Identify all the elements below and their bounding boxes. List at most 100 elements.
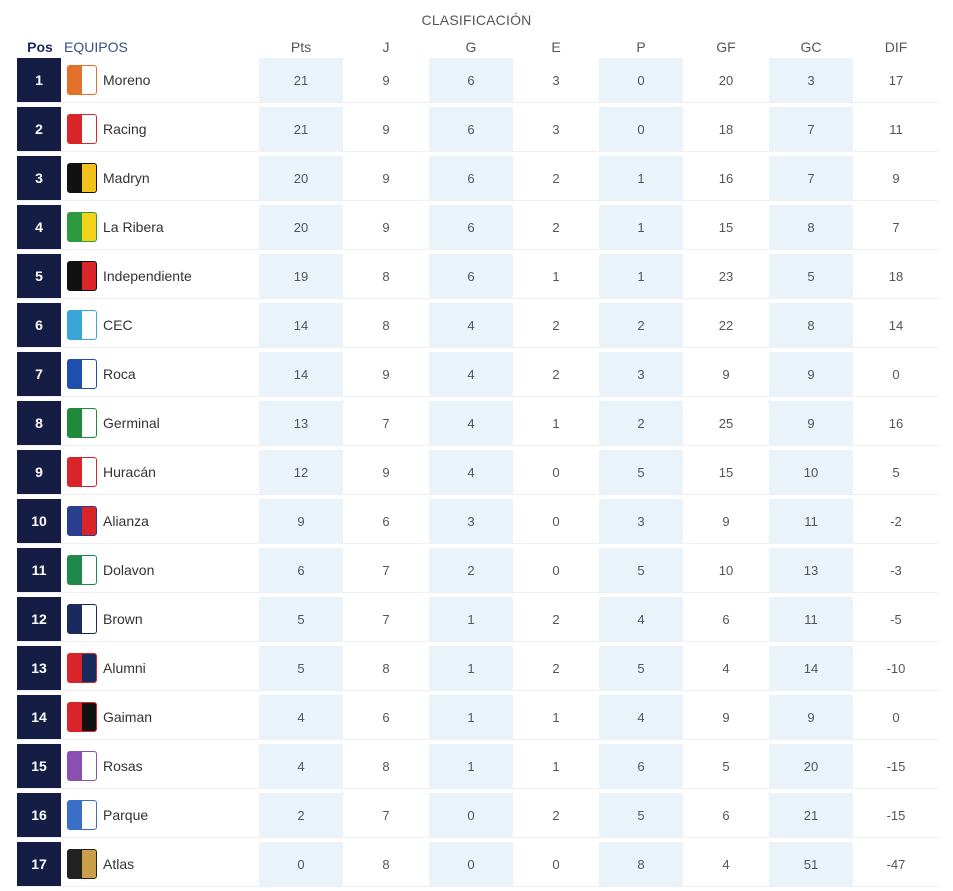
independiente-crest-icon	[67, 261, 97, 291]
dif-cell: 7	[892, 219, 900, 235]
table-row[interactable]: 2 Racing 21 9 6 3 0 18 7 11	[17, 107, 939, 152]
header-dif[interactable]: DIF	[884, 39, 908, 55]
team-name[interactable]: Huracán	[103, 464, 156, 480]
team-name[interactable]: Roca	[103, 366, 136, 382]
table-row[interactable]: 11 Dolavon 6 7 2 0 5 10 13 -3	[17, 548, 939, 593]
team-cell[interactable]: CEC	[67, 303, 257, 347]
table-row[interactable]: 3 Madryn 20 9 6 2 1 16 7 9	[17, 156, 939, 201]
table-row[interactable]: 12 Brown 5 7 1 2 4 6 11 -5	[17, 597, 939, 642]
position-cell: 16	[17, 793, 61, 837]
p-cell: 5	[599, 793, 683, 837]
dolavon-crest-icon	[67, 555, 97, 585]
header-j[interactable]: J	[382, 39, 390, 55]
e-cell: 0	[552, 513, 560, 529]
p-cell: 3	[599, 352, 683, 396]
team-name[interactable]: Madryn	[103, 170, 150, 186]
gf-cell: 15	[718, 464, 734, 480]
gc-cell: 3	[769, 58, 853, 102]
team-cell[interactable]: La Ribera	[67, 205, 257, 249]
table-row[interactable]: 7 Roca 14 9 4 2 3 9 9 0	[17, 352, 939, 397]
header-pos[interactable]: Pos	[27, 39, 53, 55]
gf-cell: 25	[718, 415, 734, 431]
table-row[interactable]: 8 Germinal 13 7 4 1 2 25 9 16	[17, 401, 939, 446]
position-cell: 7	[17, 352, 61, 396]
table-row[interactable]: 14 Gaiman 4 6 1 1 4 9 9 0	[17, 695, 939, 740]
gf-cell: 15	[718, 219, 734, 235]
table-row[interactable]: 10 Alianza 9 6 3 0 3 9 11 -2	[17, 499, 939, 544]
position-cell: 10	[17, 499, 61, 543]
header-pts[interactable]: Pts	[290, 39, 312, 55]
e-cell: 2	[552, 366, 560, 382]
pts-cell: 4	[259, 695, 343, 739]
header-gc[interactable]: GC	[800, 39, 822, 55]
p-cell: 1	[599, 156, 683, 200]
team-cell[interactable]: Roca	[67, 352, 257, 396]
dif-cell: 0	[892, 366, 900, 382]
gc-cell: 9	[769, 352, 853, 396]
team-cell[interactable]: Brown	[67, 597, 257, 641]
team-cell[interactable]: Gaiman	[67, 695, 257, 739]
brown-crest-icon	[67, 604, 97, 634]
e-cell: 2	[552, 807, 560, 823]
team-cell[interactable]: Moreno	[67, 58, 257, 102]
team-name[interactable]: Parque	[103, 807, 149, 823]
team-cell[interactable]: Dolavon	[67, 548, 257, 592]
p-cell: 3	[599, 499, 683, 543]
germinal-crest-icon	[67, 408, 97, 438]
j-cell: 8	[382, 758, 390, 774]
header-team[interactable]: EQUIPOS	[64, 39, 128, 55]
team-name[interactable]: Alumni	[103, 660, 146, 676]
team-name[interactable]: CEC	[103, 317, 133, 333]
header-gf[interactable]: GF	[716, 39, 736, 55]
header-p[interactable]: P	[636, 39, 646, 55]
team-cell[interactable]: Parque	[67, 793, 257, 837]
team-cell[interactable]: Independiente	[67, 254, 257, 298]
table-row[interactable]: 15 Rosas 4 8 1 1 6 5 20 -15	[17, 744, 939, 789]
team-cell[interactable]: Germinal	[67, 401, 257, 445]
dif-cell: -2	[890, 513, 902, 529]
gf-cell: 6	[722, 807, 730, 823]
p-cell: 8	[599, 842, 683, 886]
table-row[interactable]: 4 La Ribera 20 9 6 2 1 15 8 7	[17, 205, 939, 250]
gf-cell: 16	[718, 170, 734, 186]
j-cell: 7	[382, 807, 390, 823]
g-cell: 1	[429, 646, 513, 690]
team-cell[interactable]: Racing	[67, 107, 257, 151]
table-row[interactable]: 16 Parque 2 7 0 2 5 6 21 -15	[17, 793, 939, 838]
team-name[interactable]: Dolavon	[103, 562, 155, 578]
gc-cell: 51	[769, 842, 853, 886]
team-name[interactable]: Gaiman	[103, 709, 153, 725]
team-name[interactable]: Brown	[103, 611, 143, 627]
team-name[interactable]: Germinal	[103, 415, 160, 431]
j-cell: 8	[382, 856, 390, 872]
table-row[interactable]: 17 Atlas 0 8 0 0 8 4 51 -47	[17, 842, 939, 887]
g-cell: 0	[429, 842, 513, 886]
team-name[interactable]: Rosas	[103, 758, 143, 774]
team-cell[interactable]: Madryn	[67, 156, 257, 200]
table-row[interactable]: 1 Moreno 21 9 6 3 0 20 3 17	[17, 58, 939, 103]
team-cell[interactable]: Rosas	[67, 744, 257, 788]
team-name[interactable]: Moreno	[103, 72, 151, 88]
e-cell: 2	[552, 660, 560, 676]
table-row[interactable]: 6 CEC 14 8 4 2 2 22 8 14	[17, 303, 939, 348]
table-row[interactable]: 9 Huracán 12 9 4 0 5 15 10 5	[17, 450, 939, 495]
j-cell: 6	[382, 513, 390, 529]
team-cell[interactable]: Huracán	[67, 450, 257, 494]
e-cell: 3	[552, 121, 560, 137]
position-cell: 3	[17, 156, 61, 200]
header-g[interactable]: G	[465, 39, 477, 55]
team-name[interactable]: La Ribera	[103, 219, 164, 235]
team-name[interactable]: Atlas	[103, 856, 135, 872]
team-cell[interactable]: Atlas	[67, 842, 257, 886]
header-e[interactable]: E	[551, 39, 561, 55]
team-name[interactable]: Independiente	[103, 268, 192, 284]
team-name[interactable]: Racing	[103, 121, 147, 137]
g-cell: 6	[429, 254, 513, 298]
team-cell[interactable]: Alianza	[67, 499, 257, 543]
g-cell: 6	[429, 205, 513, 249]
team-name[interactable]: Alianza	[103, 513, 149, 529]
dif-cell: 11	[889, 121, 903, 137]
table-row[interactable]: 5 Independiente 19 8 6 1 1 23 5 18	[17, 254, 939, 299]
table-row[interactable]: 13 Alumni 5 8 1 2 5 4 14 -10	[17, 646, 939, 691]
team-cell[interactable]: Alumni	[67, 646, 257, 690]
